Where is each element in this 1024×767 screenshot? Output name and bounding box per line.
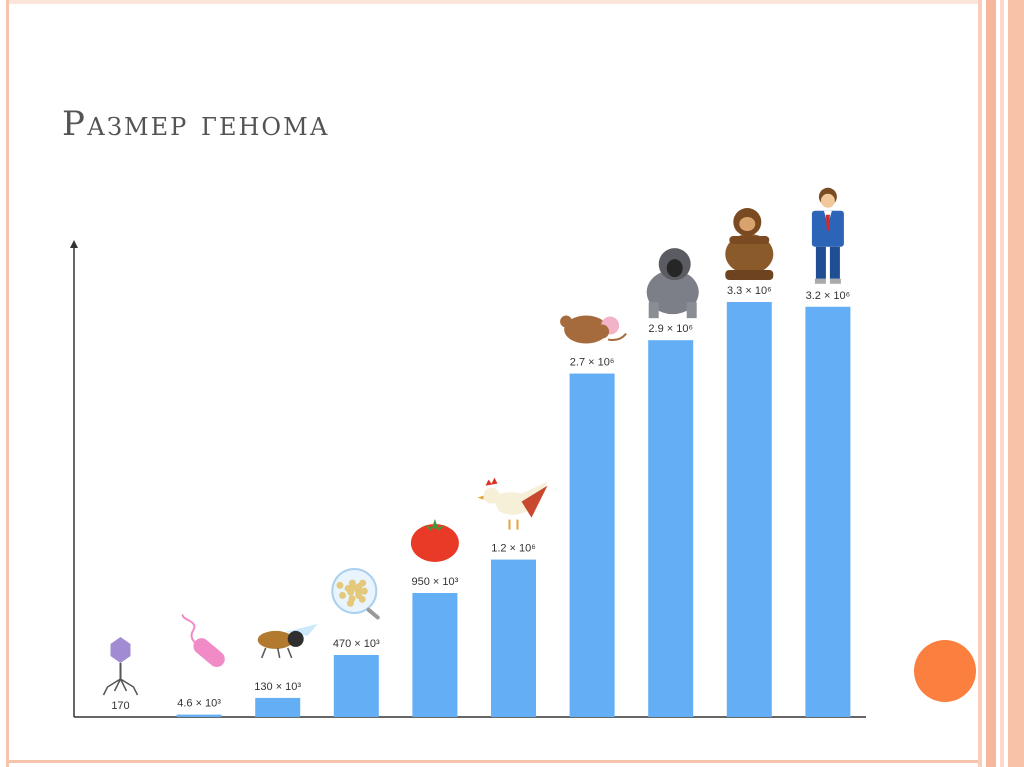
bar-gorilla <box>648 340 694 717</box>
frame-bottom-border <box>6 760 978 763</box>
bar-mouse <box>569 373 615 717</box>
decorative-stripes <box>978 0 1024 767</box>
bar-human <box>805 306 851 717</box>
chicken-icon <box>477 477 548 530</box>
chimpanzee-icon <box>725 208 774 281</box>
bacterium-icon <box>181 613 225 668</box>
bar-value-label: 130 × 10³ <box>254 681 301 693</box>
frame-top-border <box>6 0 978 4</box>
bar-chicken <box>491 559 536 717</box>
accent-dot <box>914 640 976 702</box>
bar-value-label: 2.9 × 10⁶ <box>648 323 693 335</box>
frame-left-border <box>6 0 9 767</box>
yeast-icon <box>331 567 380 620</box>
icons-group <box>102 187 844 696</box>
bar-value-label: 3.3 × 10⁶ <box>727 285 772 297</box>
bar-chimpanzee <box>726 302 772 717</box>
fly-icon <box>257 623 318 659</box>
slide-title: Размер генома <box>62 104 330 144</box>
bar-value-label: 470 × 10³ <box>333 638 380 650</box>
bar-bacterium <box>176 714 222 717</box>
bar-value-label: 950 × 10³ <box>412 576 459 588</box>
bar-value-label: 4.6 × 10³ <box>177 698 221 710</box>
bar-tomato <box>412 592 458 717</box>
bar-yeast <box>333 654 379 717</box>
bar-labels-group: 170 4.6 × 10³ 130 × 10³ 470 × 10³ 950 × 10³ 1… <box>111 285 850 712</box>
bar-fly <box>255 697 301 717</box>
bars-group <box>176 302 851 717</box>
gorilla-icon <box>646 248 699 319</box>
mouse-icon <box>560 315 627 344</box>
y-axis-arrow <box>70 240 78 248</box>
bar-value-label: 3.2 × 10⁶ <box>806 290 851 302</box>
human-icon <box>811 187 844 284</box>
bar-value-label: 170 <box>111 700 129 712</box>
bar-value-label: 1.2 × 10⁶ <box>491 543 536 555</box>
bar-value-label: 2.7 × 10⁶ <box>570 357 615 369</box>
phage-icon <box>102 637 139 696</box>
tomato-icon <box>410 518 459 562</box>
